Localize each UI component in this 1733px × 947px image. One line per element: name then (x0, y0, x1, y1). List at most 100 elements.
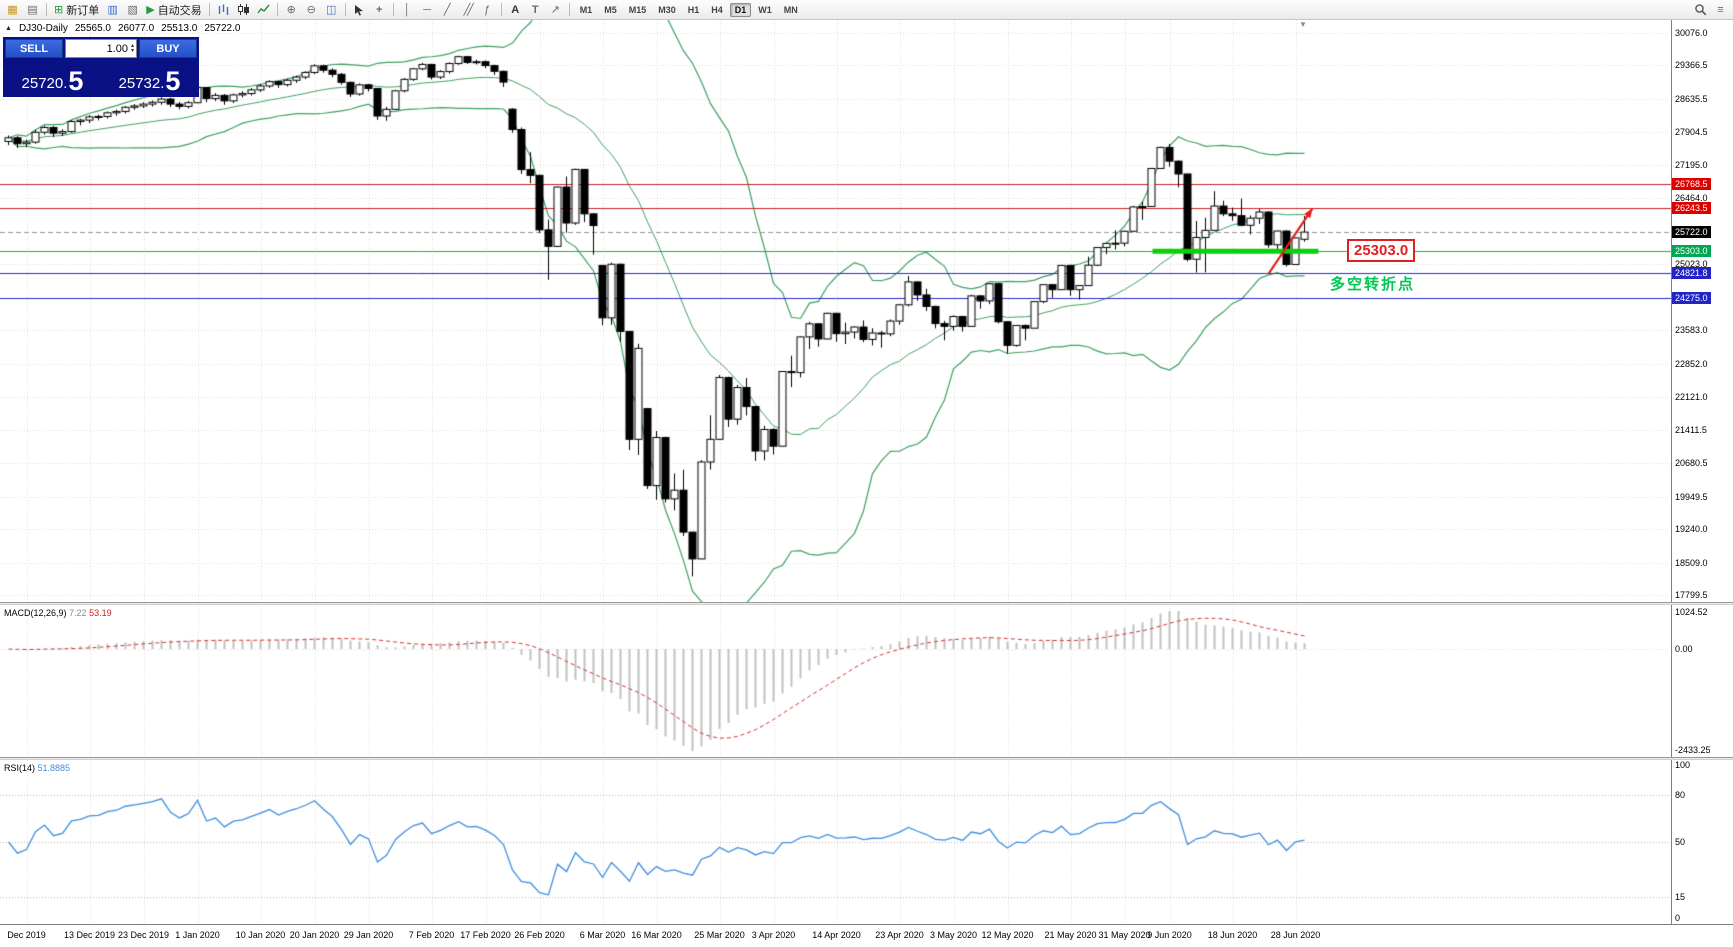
price-tag: 25303.0 (1672, 245, 1711, 258)
menu-icon[interactable]: ≡ (1711, 1, 1730, 18)
date-label: 16 Mar 2020 (631, 930, 682, 940)
panel-splitter[interactable] (0, 757, 1733, 760)
rsi-canvas[interactable] (0, 760, 1671, 924)
panel-splitter[interactable] (0, 602, 1733, 605)
tile-windows-icon[interactable]: ◫ (322, 1, 341, 18)
ohlc-open: 25565.0 (74, 23, 111, 34)
price-axis-label: 28635.5 (1675, 93, 1708, 104)
macd-label: MACD(12,26,9) 7.22 53.19 (4, 608, 112, 618)
price-axis-label: 25023.0 (1675, 259, 1708, 270)
collapse-triangle-icon[interactable]: ▲ (5, 25, 12, 32)
toolbar-separator (568, 3, 570, 16)
timeframe-m15[interactable]: M15 (628, 4, 647, 15)
sell-price[interactable]: 25720. 5 (5, 59, 100, 95)
fibonacci-glyph: ƒ (484, 3, 491, 16)
fibonacci-tool-icon[interactable]: ƒ (478, 1, 497, 18)
chart-window-icon[interactable]: ▦ (3, 1, 22, 18)
timeframe-m30[interactable]: M30 (658, 4, 676, 15)
chart-window-glyph: ▦ (7, 4, 18, 16)
macd-canvas[interactable] (0, 605, 1671, 757)
date-label: 31 May 2020 (1098, 930, 1151, 940)
price-tag: 26768.5 (1672, 178, 1711, 191)
trendline-tool-icon[interactable]: ╱ (438, 1, 457, 18)
date-label: 25 Mar 2020 (694, 930, 745, 940)
macd-axis[interactable]: 1024.52 0.00 -2433.25 (1671, 605, 1733, 757)
menu-glyph: ≡ (1717, 3, 1724, 16)
price-axis-label: 29366.5 (1675, 60, 1708, 71)
sell-price-big: 5 (68, 66, 84, 96)
price-tag: 24275.0 (1672, 292, 1711, 305)
terminal-glyph: ▧ (127, 4, 138, 16)
buy-price[interactable]: 25732. 5 (102, 59, 197, 95)
price-axis-label: 27195.0 (1675, 159, 1708, 170)
zoom-out-icon[interactable]: ⊖ (302, 1, 321, 18)
timeframe-w1[interactable]: W1 (758, 4, 772, 15)
price-tag: 24821.8 (1672, 267, 1711, 280)
price-label-box[interactable]: 25303.0 (1347, 239, 1416, 263)
date-label: 13 Dec 2019 (63, 930, 116, 940)
price-axis-label: 26464.0 (1675, 193, 1708, 204)
terminal-icon[interactable]: ▧ (123, 1, 142, 18)
macd-axis-label: 0.00 (1675, 644, 1693, 655)
navigator-icon[interactable]: ▥ (103, 1, 122, 18)
zoom-in-icon[interactable]: ⊕ (282, 1, 301, 18)
crosshair-icon[interactable]: + (370, 1, 389, 18)
arrows-glyph: ↗ (550, 4, 560, 16)
date-axis[interactable]: Dec 2019 13 Dec 2019 23 Dec 2019 1 Jan 2020… (0, 924, 1733, 947)
horizontal-line-tool-icon[interactable]: ─ (418, 1, 437, 18)
rsi-axis-label: 100 (1675, 760, 1691, 770)
sell-button[interactable]: SELL (5, 39, 63, 58)
profiles-icon[interactable]: ▤ (23, 1, 42, 18)
autotrading-button[interactable]: ▶ 自动交易 (143, 1, 204, 18)
macd-axis-label: 1024.52 (1675, 607, 1708, 617)
volume-spinner[interactable]: ▴ ▾ (130, 42, 134, 54)
buy-button[interactable]: BUY (139, 39, 197, 58)
macd-signal-value: 53.19 (89, 608, 112, 618)
spinner-up-icon[interactable]: ▴ (130, 42, 134, 49)
new-order-button[interactable]: ⊞ 新订单 (51, 1, 102, 18)
date-label: 20 Jan 2020 (289, 930, 340, 940)
candlestick-icon[interactable] (234, 1, 253, 18)
date-label: 9 Jun 2020 (1147, 930, 1192, 940)
rsi-axis[interactable]: 100 80 50 15 0 (1671, 760, 1733, 924)
tile-windows-glyph: ◫ (325, 4, 337, 16)
price-axis[interactable]: 30076.0 29366.5 28635.5 27904.5 27195.0 26464… (1671, 20, 1733, 602)
timeframe-m5[interactable]: M5 (604, 4, 617, 15)
autotrading-label: 自动交易 (157, 4, 202, 17)
label-tool-glyph: T (531, 3, 539, 16)
new-order-label: 新订单 (66, 4, 100, 17)
line-chart-glyph (257, 4, 270, 14)
timeframe-h1[interactable]: H1 (687, 4, 700, 15)
rsi-panel: RSI(14) 51.8885 100 80 50 15 0 (0, 760, 1733, 924)
timeframe-mn[interactable]: MN (783, 4, 798, 15)
vertical-line-tool-icon[interactable]: │ (398, 1, 417, 18)
price-axis-label: 18509.0 (1675, 557, 1708, 568)
text-tool-icon[interactable]: A (506, 1, 525, 18)
search-icon[interactable] (1691, 1, 1710, 18)
price-axis-label: 30076.0 (1675, 27, 1708, 38)
chart-stack: ▼ ▲ DJ30-Daily 25565.0 26077.0 25513.0 2… (0, 20, 1733, 947)
main-chart-canvas[interactable] (0, 20, 1671, 602)
timeframe-m1[interactable]: M1 (579, 4, 593, 15)
spinner-down-icon[interactable]: ▾ (130, 47, 134, 54)
volume-field[interactable]: 1.00 ▴ ▾ (65, 39, 137, 58)
label-tool-icon[interactable]: T (526, 1, 545, 18)
date-label: 21 May 2020 (1044, 930, 1097, 940)
cursor-icon[interactable] (350, 1, 369, 18)
macd-name: MACD(12,26,9) (4, 608, 67, 618)
date-label: 1 Jan 2020 (175, 930, 220, 940)
chart-shift-marker[interactable]: ▼ (1299, 20, 1307, 29)
new-order-icon: ⊞ (54, 4, 64, 16)
channel-tool-icon[interactable]: ╱╱ (458, 1, 477, 18)
bar-chart-glyph (218, 4, 228, 15)
timeframe-d1[interactable]: D1 (729, 2, 752, 17)
price-axis-label: 21411.5 (1675, 424, 1707, 435)
line-chart-icon[interactable] (254, 1, 273, 18)
arrows-tool-icon[interactable]: ↗ (546, 1, 565, 18)
turning-point-text[interactable]: 多空转折点 (1330, 276, 1416, 294)
buy-price-big: 5 (165, 66, 181, 96)
timeframe-h4[interactable]: H4 (711, 4, 723, 15)
bar-chart-icon[interactable] (214, 1, 233, 18)
timeframe-group: M1 M5 M15 M30 H1 H4 D1 W1 MN (574, 2, 804, 17)
